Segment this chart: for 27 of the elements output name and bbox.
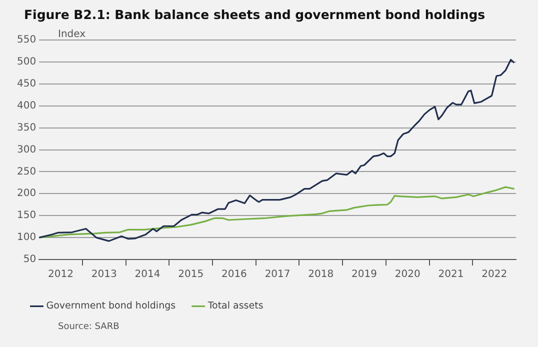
x-tick-label: 2013 (91, 269, 117, 280)
x-tick-label: 2017 (264, 269, 290, 280)
x-tick-label: 2020 (394, 269, 420, 280)
y-tick-label: 50 (23, 254, 36, 266)
x-tick-label: 2015 (178, 269, 204, 280)
chart-title: Figure B2.1: Bank balance sheets and government bond holdings (24, 7, 486, 22)
x-tick-label: 2022 (482, 269, 508, 280)
legend-label: Government bond holdings (46, 300, 176, 312)
y-tick-label: 200 (16, 188, 36, 200)
y-tick-label: 350 (16, 122, 36, 134)
y-axis-title: Index (58, 29, 86, 40)
x-tick-label: 2021 (438, 269, 464, 280)
y-tick-label: 450 (16, 78, 36, 90)
y-tick-label: 100 (16, 232, 36, 244)
y-tick-label: 500 (16, 56, 36, 68)
legend-label: Total assets (206, 300, 264, 312)
x-tick-label: 2018 (308, 269, 334, 280)
y-tick-label: 550 (16, 34, 36, 46)
source-note: Source: SARB (58, 322, 120, 332)
x-tick-label: 2016 (221, 269, 247, 280)
y-tick-label: 300 (16, 144, 36, 156)
y-tick-label: 250 (16, 166, 36, 178)
x-tick-label: 2014 (134, 269, 160, 280)
x-tick-label: 2019 (352, 269, 377, 280)
x-tick-label: 2012 (48, 269, 74, 280)
y-tick-label: 400 (16, 100, 36, 112)
y-tick-label: 150 (16, 210, 36, 222)
